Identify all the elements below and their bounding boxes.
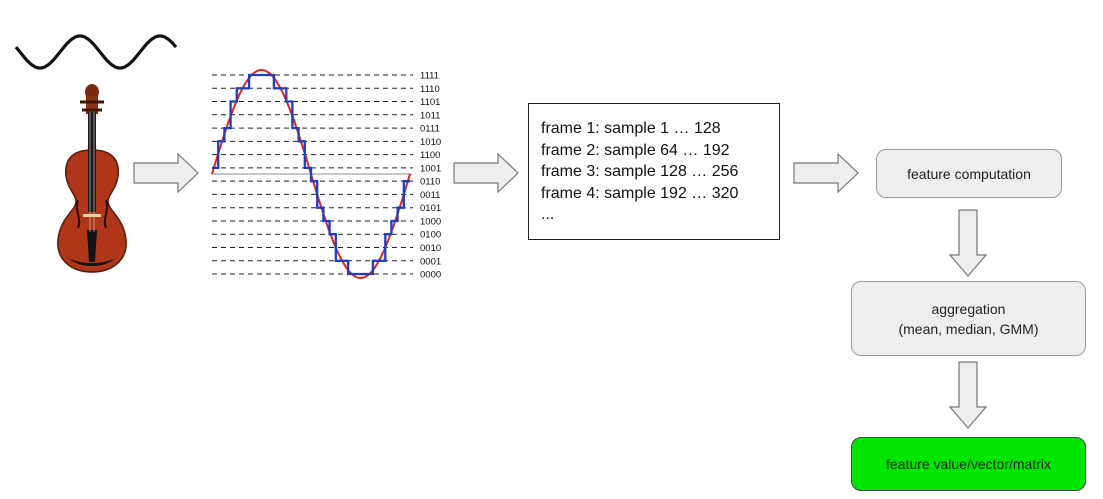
quantization-level-label: 0001 (420, 256, 441, 267)
frame-line: frame 2: sample 64 … 192 (541, 141, 730, 159)
feature-result-label: feature value/vector/matrix (886, 456, 1051, 472)
arrow-feature-to-aggregation (948, 209, 988, 277)
feature-computation-box: feature computation (876, 149, 1062, 198)
frame-line: ... (541, 206, 555, 223)
quantization-level-label: 1101 (420, 97, 440, 108)
quantization-level-label: 0011 (420, 190, 440, 201)
frame-line: frame 3: sample 128 … 256 (541, 163, 739, 180)
violin-icon (57, 84, 127, 273)
quantization-level-label: 0100 (420, 230, 441, 241)
aggregation-label: aggregation (931, 300, 1006, 317)
aggregation-methods-label: (mean, median, GMM) (898, 320, 1039, 337)
quantization-level-label: 1010 (420, 137, 441, 148)
quantization-level-label: 0101 (420, 203, 441, 214)
quantization-level-label: 1011 (420, 110, 440, 121)
feature-computation-label: feature computation (907, 165, 1031, 182)
quantization-level-label: 1110 (420, 84, 440, 95)
feature-result-box: feature value/vector/matrix (851, 437, 1086, 491)
frame-line: frame 1: sample 1 … 128 (541, 120, 721, 137)
quantization-level-label: 1100 (420, 150, 440, 161)
frame-line: frame 4: sample 192 … 320 (541, 184, 739, 202)
quantization-level-label: 1001 (420, 163, 441, 174)
quantization-level-label: 1000 (420, 216, 441, 227)
quantization-level-label: 0010 (420, 243, 441, 254)
arrow-frames-to-feature (793, 152, 859, 194)
quantization-grid (212, 74, 413, 275)
frames-list: frame 1: sample 1 … 128 frame 2: sample … (528, 103, 780, 240)
quantization-level-labels: 1111 1110 1101 1011 0111 1010 1100 1001 0110 0011… (420, 71, 441, 281)
quantization-level-label: 0110 (420, 177, 440, 188)
sine-wave-icon (14, 34, 178, 70)
quantized-signal-steps (212, 73, 410, 276)
quantization-level-label: 1111 (420, 71, 439, 82)
quantization-level-label: 0111 (420, 124, 440, 135)
quantization-level-label: 0000 (420, 270, 441, 281)
aggregation-box: aggregation (mean, median, GMM) (851, 281, 1086, 356)
arrow-violin-to-quantization (133, 152, 199, 194)
arrow-aggregation-to-result (948, 361, 988, 429)
arrow-quantization-to-frames (453, 152, 519, 194)
